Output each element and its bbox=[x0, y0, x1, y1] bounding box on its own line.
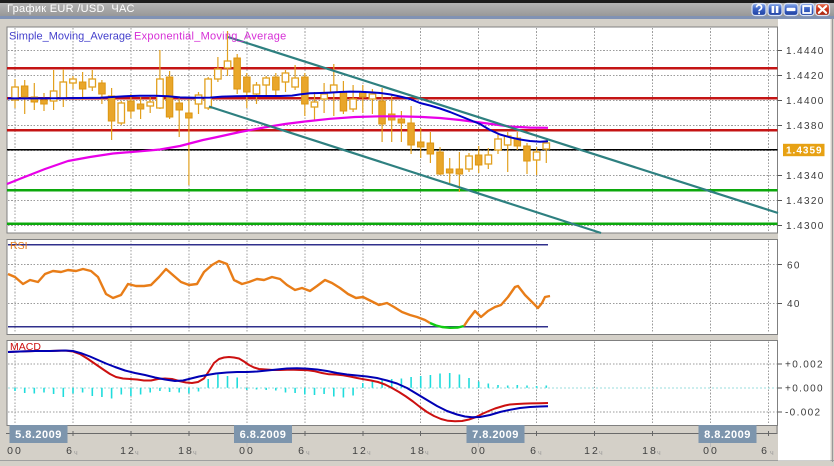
svg-text:12: 12 bbox=[352, 445, 368, 457]
svg-text:12: 12 bbox=[584, 445, 600, 457]
svg-text:6: 6 bbox=[761, 445, 769, 457]
svg-text:40: 40 bbox=[787, 299, 801, 310]
svg-text:6: 6 bbox=[530, 445, 538, 457]
svg-text:ч: ч bbox=[770, 450, 776, 457]
svg-text:18: 18 bbox=[410, 445, 426, 457]
svg-text:6: 6 bbox=[66, 445, 74, 457]
svg-text:ч: ч bbox=[425, 450, 431, 457]
svg-text:ч: ч bbox=[599, 450, 605, 457]
svg-text:ч: ч bbox=[367, 450, 373, 457]
svg-text:18: 18 bbox=[642, 445, 658, 457]
svg-text:1.4380: 1.4380 bbox=[786, 121, 825, 132]
svg-text:ч: ч bbox=[193, 450, 199, 457]
svg-text:12: 12 bbox=[120, 445, 136, 457]
svg-text:1.4420: 1.4420 bbox=[786, 71, 825, 82]
svg-text:00: 00 bbox=[239, 445, 255, 457]
svg-text:ч: ч bbox=[538, 450, 544, 457]
svg-text:MACD: MACD bbox=[10, 341, 41, 353]
svg-text:1.4359: 1.4359 bbox=[786, 146, 823, 157]
svg-text:ч: ч bbox=[657, 450, 663, 457]
svg-text:Exponential_Moving_Average: Exponential_Moving_Average bbox=[134, 31, 286, 43]
svg-text:1.4300: 1.4300 bbox=[786, 221, 825, 232]
svg-text:00: 00 bbox=[7, 445, 23, 457]
svg-text:ч: ч bbox=[74, 450, 80, 457]
svg-text:18: 18 bbox=[178, 445, 194, 457]
svg-text:5.8.2009: 5.8.2009 bbox=[15, 429, 62, 441]
svg-text:Simple_Moving_Average: Simple_Moving_Average bbox=[9, 31, 131, 43]
svg-text:8.8.2009: 8.8.2009 bbox=[704, 429, 751, 441]
svg-text:00: 00 bbox=[703, 445, 719, 457]
svg-text:+0.000: +0.000 bbox=[785, 383, 824, 394]
svg-text:00: 00 bbox=[471, 445, 487, 457]
svg-text:-0.002: -0.002 bbox=[785, 407, 821, 418]
svg-text:1.4440: 1.4440 bbox=[786, 46, 825, 57]
svg-text:1.4320: 1.4320 bbox=[786, 196, 825, 207]
svg-text:6.8.2009: 6.8.2009 bbox=[240, 429, 287, 441]
svg-text:1.4340: 1.4340 bbox=[786, 171, 825, 182]
svg-text:RSI: RSI bbox=[10, 240, 28, 252]
svg-text:+0.002: +0.002 bbox=[785, 360, 824, 371]
svg-text:ч: ч bbox=[306, 450, 312, 457]
svg-text:7.8.2009: 7.8.2009 bbox=[472, 429, 519, 441]
svg-text:1.4400: 1.4400 bbox=[786, 96, 825, 107]
svg-text:ч: ч bbox=[135, 450, 141, 457]
svg-text:60: 60 bbox=[787, 261, 801, 272]
svg-text:6: 6 bbox=[298, 445, 306, 457]
